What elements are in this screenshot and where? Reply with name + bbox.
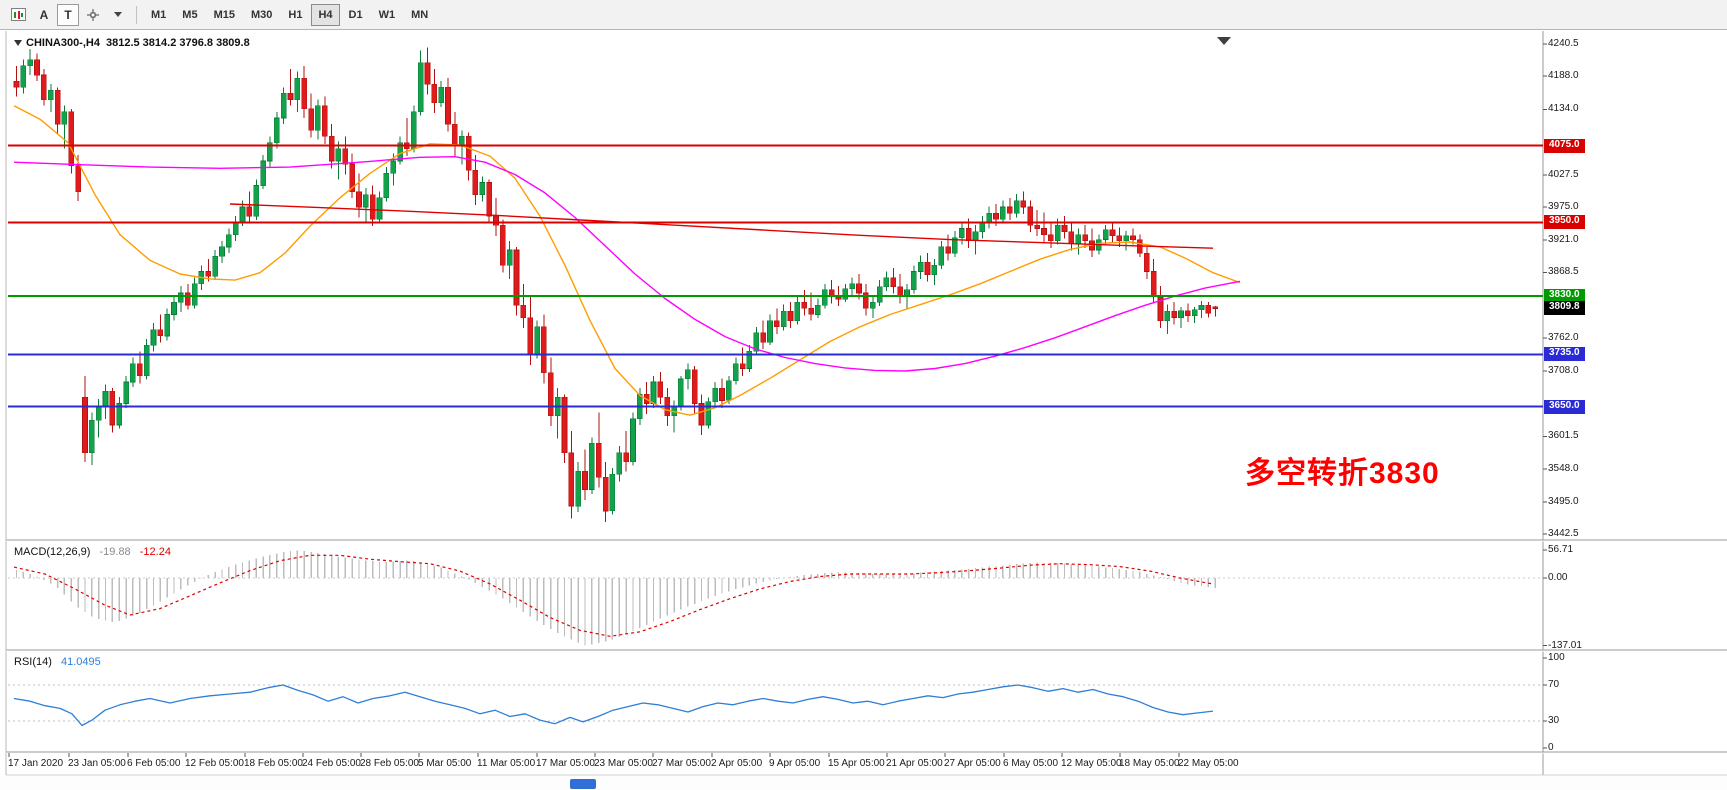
price-tick-label: 4134.0: [1548, 103, 1579, 115]
annotate-a-button[interactable]: A: [39, 7, 49, 22]
chevron-down-icon: [114, 12, 122, 17]
chart-title: CHINA300-,H4 3812.5 3814.2 3796.8 3809.8: [14, 37, 250, 49]
time-label: 18 May 05:00: [1119, 758, 1180, 769]
chart-symbol-period: CHINA300-,H4: [26, 37, 100, 49]
ma-medium-orange: [13, 105, 1241, 416]
timeframe-button-m5[interactable]: M5: [182, 8, 198, 21]
time-label: 28 Feb 05:00: [360, 758, 419, 769]
timeframe-button-mn[interactable]: MN: [411, 8, 429, 21]
rsi-line: [13, 684, 1214, 727]
price-tick-label: 3921.0: [1548, 234, 1579, 246]
price-tag-3950.0: 3950.0: [1544, 215, 1585, 230]
time-label: 22 May 05:00: [1178, 758, 1239, 769]
time-label: 11 Mar 05:00: [477, 758, 536, 769]
time-label: 9 Apr 05:00: [769, 758, 821, 769]
timeframe-button-m15[interactable]: M15: [213, 8, 235, 21]
rsi-label: RSI(14) 41.0495: [14, 656, 101, 668]
macd-scale-label: 0.00: [1548, 572, 1568, 583]
macd-signal-line: [13, 554, 1214, 637]
price-tick-label: 4027.5: [1548, 168, 1579, 180]
time-label: 17 Jan 2020: [8, 758, 64, 769]
price-tick-label: 3442.5: [1548, 528, 1579, 539]
time-label: 21 Apr 05:00: [886, 758, 943, 769]
rsi-scale-label: 100: [1548, 652, 1565, 663]
support-resistance-lines[interactable]: [8, 144, 1543, 408]
crosshair-tool-button[interactable]: [81, 4, 105, 26]
time-label: 27 Mar 05:00: [652, 758, 711, 769]
timeframe-button-m30[interactable]: M30: [250, 8, 273, 21]
drawing-tools-dropdown[interactable]: [107, 4, 129, 26]
ma-longterm-red: [229, 203, 1214, 249]
price-tick-label: 3548.0: [1548, 463, 1579, 475]
time-label: 23 Jan 05:00: [68, 758, 126, 769]
macd-signal-value: -12.24: [139, 546, 171, 558]
time-label: 5 Mar 05:00: [418, 758, 472, 769]
price-tick-label: 3868.5: [1548, 266, 1579, 278]
macd-label: MACD(12,26,9) -19.88 -12.24: [14, 546, 171, 558]
macd-main-value: -19.88: [99, 546, 131, 558]
chart-annotation-text: 多空转折3830: [1245, 457, 1440, 490]
macd-name: MACD(12,26,9): [14, 546, 91, 558]
timeframe-button-h1[interactable]: H1: [288, 8, 303, 21]
time-label: 15 Apr 05:00: [828, 758, 885, 769]
price-tag-3650.0: 3650.0: [1544, 399, 1585, 414]
new-chart-icon-button[interactable]: [6, 4, 31, 26]
time-label: 17 Mar 05:00: [536, 758, 595, 769]
macd-scale-label: 56.71: [1548, 543, 1574, 555]
price-tag-3735.0: 3735.0: [1544, 347, 1585, 362]
price-tick-label: 3601.5: [1548, 430, 1579, 442]
rsi-panel[interactable]: [6, 652, 1543, 752]
time-label: 23 Mar 05:00: [594, 758, 653, 769]
toolbar: A T M1 M5 M15 M30 H1 H4 D1 W1 MN: [0, 0, 1727, 30]
timeframe-button-h4[interactable]: H4: [311, 3, 340, 26]
price-tag-4075.0: 4075.0: [1544, 138, 1585, 153]
rsi-name: RSI(14): [14, 656, 52, 668]
price-tick-label: 4188.0: [1548, 70, 1579, 82]
symbol-marker-icon: [14, 40, 22, 47]
time-label: 12 May 05:00: [1061, 758, 1122, 769]
timeframe-button-group: M1 M5 M15 M30 H1 H4 D1 W1 MN: [143, 3, 436, 26]
price-tick-label: 3708.0: [1548, 364, 1579, 376]
time-label: 18 Feb 05:00: [244, 758, 303, 769]
macd-scale-label: -137.01: [1548, 639, 1582, 651]
price-tag-3830.0: 3830.0: [1544, 289, 1585, 304]
ma-slow-magenta: [13, 155, 1241, 372]
chart-shift-marker[interactable]: [1217, 37, 1231, 45]
current-price-tag: 3809.8: [1544, 301, 1585, 316]
price-tick-label: 3495.0: [1548, 495, 1579, 507]
rsi-scale-label: 30: [1548, 715, 1560, 726]
bottom-strip: [0, 776, 1727, 790]
rsi-value: 41.0495: [60, 656, 101, 668]
rsi-scale-label: 70: [1548, 679, 1560, 690]
time-label: 2 Apr 05:00: [711, 758, 763, 769]
mini-chart-icon: [11, 7, 26, 21]
timeframe-button-w1[interactable]: W1: [378, 8, 396, 21]
price-tick-label: 4240.5: [1548, 38, 1579, 49]
rsi-scale-label: 0: [1548, 742, 1554, 753]
time-label: 12 Feb 05:00: [185, 758, 244, 769]
taskbar-fragment: [570, 779, 596, 789]
time-label: 6 Feb 05:00: [127, 758, 181, 769]
timeframe-button-m1[interactable]: M1: [151, 8, 167, 21]
candlestick-layer: [13, 47, 1219, 522]
time-label: 6 May 05:00: [1003, 758, 1059, 769]
time-label: 24 Feb 05:00: [302, 758, 361, 769]
price-tick-label: 3975.0: [1548, 201, 1579, 213]
toolbar-separator: [136, 5, 137, 24]
time-label: 27 Apr 05:00: [944, 758, 1001, 769]
text-tool-button[interactable]: T: [57, 3, 79, 26]
macd-panel[interactable]: [6, 542, 1543, 650]
chart-ohlc-values: 3812.5 3814.2 3796.8 3809.8: [105, 37, 250, 49]
price-tick-label: 3762.0: [1548, 331, 1579, 343]
crosshair-icon: [87, 8, 99, 21]
timeframe-button-d1[interactable]: D1: [348, 8, 363, 21]
